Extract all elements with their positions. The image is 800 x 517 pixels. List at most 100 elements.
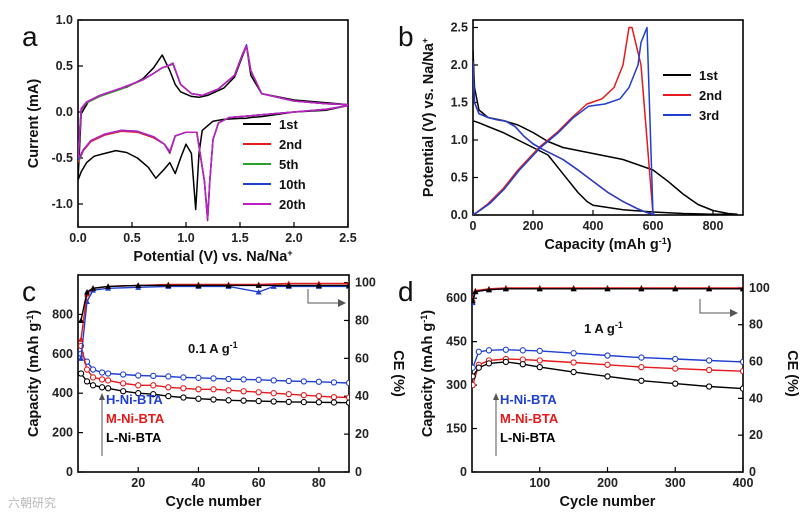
x-tick-label: 60: [252, 476, 266, 490]
x-tick-label: 0: [470, 219, 477, 233]
y-tick-label: 450: [446, 335, 467, 349]
plot-area: [472, 284, 743, 392]
data-point: [120, 371, 127, 378]
y2-tick-label: 20: [749, 428, 763, 442]
data-point: [195, 374, 202, 381]
data-point: [705, 357, 713, 364]
data-point: [315, 378, 323, 385]
data-point: [150, 372, 157, 380]
y-tick-label: 1.0: [56, 13, 73, 27]
data-point: [240, 397, 247, 404]
data-point: [739, 385, 743, 392]
data-point: [300, 398, 307, 406]
data-point: [739, 368, 743, 375]
x-tick-label: 0.0: [69, 231, 86, 245]
data-point: [210, 375, 217, 382]
data-point: [83, 378, 91, 385]
data-point: [89, 366, 97, 373]
series-line-1st: [473, 49, 738, 215]
data-point: [150, 382, 157, 389]
data-point: [485, 347, 493, 354]
data-point: [672, 285, 679, 292]
data-point: [502, 285, 509, 292]
data-point: [300, 378, 307, 385]
legend-label: H-Ni-BTA: [500, 392, 557, 407]
series-line-1st: [78, 45, 348, 211]
data-point: [270, 377, 277, 384]
data-point: [78, 317, 85, 323]
data-point: [180, 394, 187, 401]
data-point: [210, 386, 217, 393]
data-point: [270, 398, 277, 405]
data-point: [638, 377, 645, 384]
y-tick-label: 1.0: [451, 133, 468, 147]
data-point: [135, 372, 142, 379]
y-tick-label: 400: [52, 386, 73, 400]
y-tick-label: -0.5: [51, 151, 73, 165]
data-point: [638, 354, 645, 361]
data-point: [285, 282, 292, 288]
data-point: [98, 369, 106, 376]
data-point: [240, 388, 247, 395]
data-point: [502, 346, 510, 353]
y2-tick-label: 80: [749, 318, 763, 332]
y2-axis-title: CE (%): [390, 350, 406, 397]
plot-frame: [472, 19, 744, 216]
data-point: [285, 391, 292, 398]
data-point: [225, 387, 232, 394]
legend-label: L-Ni-BTA: [106, 430, 162, 445]
series-line-2nd: [78, 45, 348, 222]
series-line-M-Ni-BTA CE: [80, 282, 349, 340]
data-point: [180, 385, 187, 392]
y-tick-label: 300: [446, 378, 467, 392]
data-point: [90, 285, 97, 291]
data-point: [739, 358, 743, 366]
data-point: [150, 391, 157, 398]
data-point: [225, 397, 232, 404]
y-axis-title: Current (mA): [26, 79, 42, 169]
data-point: [78, 355, 85, 361]
ce-axis-arrow: [307, 289, 338, 304]
y-tick-label: 2.5: [451, 21, 468, 35]
x-axis-title: Cycle number: [166, 494, 262, 510]
legend-label: H-Ni-BTA: [106, 392, 163, 407]
data-point: [135, 282, 142, 288]
panel-letter: a: [22, 21, 38, 52]
data-point: [672, 365, 679, 372]
data-point: [210, 396, 217, 403]
data-point: [485, 360, 493, 367]
data-point: [165, 393, 172, 400]
x-tick-label: 100: [529, 476, 550, 490]
y-tick-label: 0.0: [56, 105, 73, 119]
data-point: [472, 297, 476, 304]
data-point: [135, 390, 142, 397]
y-tick-label: -1.0: [51, 197, 73, 211]
data-point: [300, 392, 307, 399]
data-point: [570, 285, 577, 292]
plot-area: [473, 26, 738, 215]
y-tick-label: 0.0: [451, 208, 468, 222]
plot-area: [78, 44, 348, 222]
legend-label: M-Ni-BTA: [106, 411, 165, 426]
x-tick-label: 600: [643, 219, 664, 233]
capacity-axis-arrowhead: [493, 393, 499, 400]
data-point: [570, 350, 577, 357]
legend-label: 2nd: [279, 137, 302, 152]
data-point: [315, 393, 323, 400]
data-point: [255, 397, 262, 405]
panel-letter: d: [398, 276, 414, 307]
legend-label: M-Ni-BTA: [500, 411, 559, 426]
data-point: [345, 394, 349, 401]
data-point: [165, 282, 172, 288]
plot-area: [78, 280, 349, 406]
data-point: [740, 285, 743, 292]
y-axis-title: Capacity (mAh g-1): [25, 310, 42, 437]
data-point: [315, 282, 322, 288]
legend-label: 1st: [699, 68, 718, 83]
data-point: [345, 379, 349, 387]
data-point: [604, 352, 611, 359]
data-point: [472, 288, 479, 295]
data-point: [255, 376, 262, 383]
